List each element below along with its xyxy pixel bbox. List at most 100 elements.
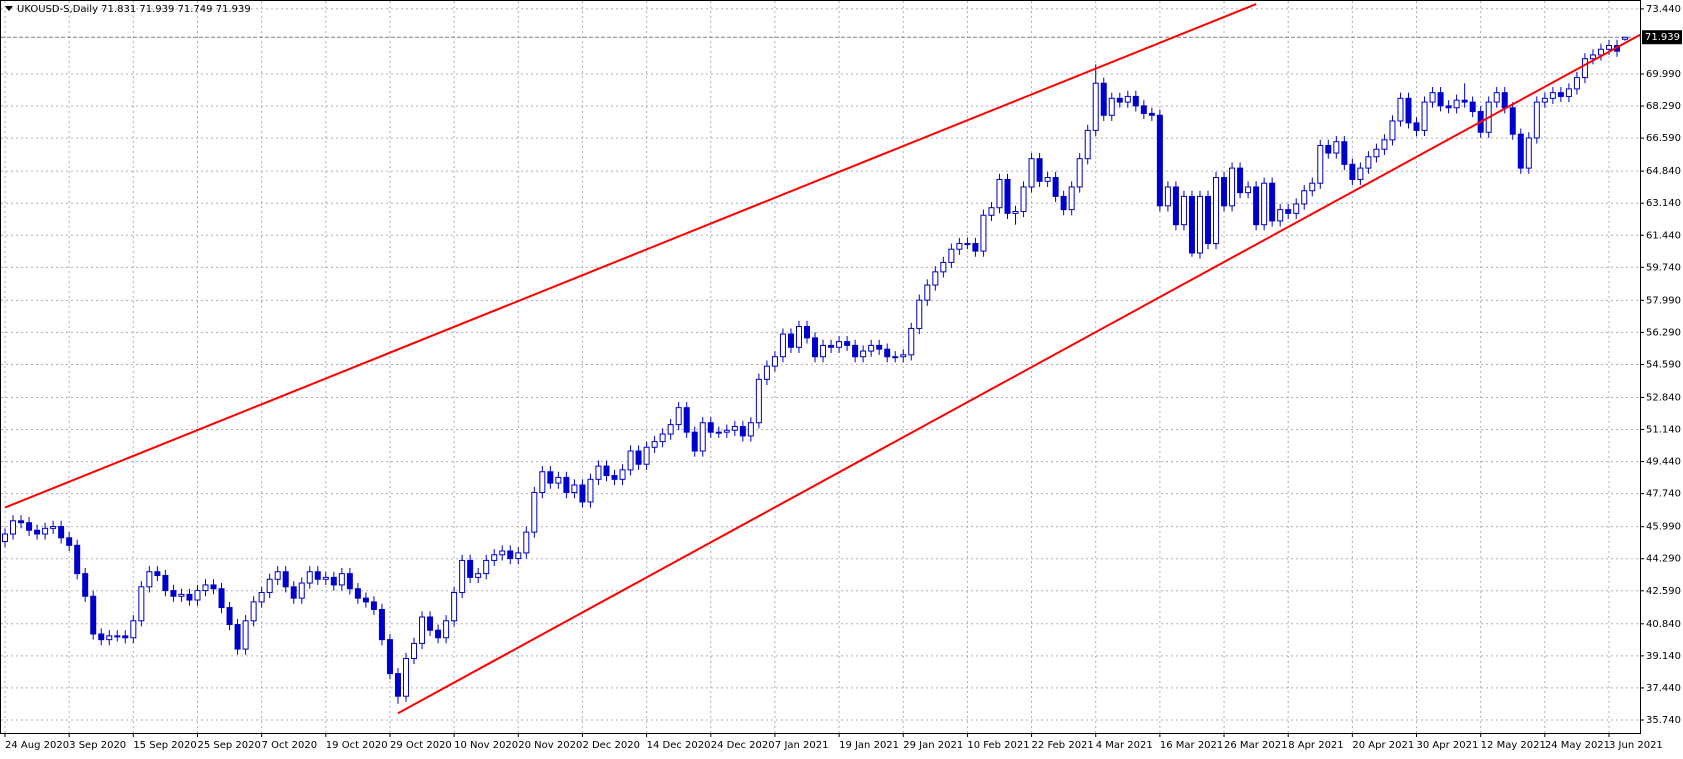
y-tick-label: 57.990 (1646, 295, 1681, 306)
candle-body (1349, 163, 1356, 180)
candle-body (603, 465, 610, 477)
candle-body (306, 571, 313, 584)
candle-body (1124, 95, 1131, 103)
candle-body (699, 422, 706, 452)
candle-body (1589, 54, 1596, 60)
candle-body (1060, 195, 1067, 211)
chart-title: UKOUSD-S,Daily 71.831 71.939 71.749 71.9… (17, 4, 251, 15)
x-tick-label: 19 Jan 2021 (839, 740, 899, 751)
trend-line (4, 3, 1257, 509)
candle-body (210, 584, 217, 590)
candle-body (515, 552, 522, 560)
candle-body (627, 450, 634, 471)
candle-body (1469, 101, 1476, 113)
candle-body (1188, 195, 1195, 254)
candle-body (1084, 129, 1091, 160)
candle-body (1365, 156, 1372, 169)
candle-body (1180, 195, 1187, 226)
y-tick-label: 44.290 (1646, 554, 1681, 565)
candle-body (964, 243, 971, 246)
candle-body (1245, 186, 1252, 194)
candle-body (1100, 82, 1107, 116)
candle-body (1453, 99, 1460, 109)
candle-body (1597, 48, 1604, 56)
candle-body (1108, 97, 1115, 116)
y-tick-label: 56.290 (1646, 327, 1681, 338)
candle-body (1493, 92, 1500, 103)
candle-body (828, 344, 835, 348)
candle-body (226, 607, 233, 626)
axis-cover (1641, 0, 1683, 733)
candle-body (1116, 97, 1123, 103)
candle-body (42, 527, 49, 535)
candle-body (787, 333, 794, 348)
candle-body (266, 578, 273, 593)
candle-body (836, 341, 843, 348)
candle-body (1501, 92, 1508, 109)
candle-body (258, 591, 265, 603)
candle-body (467, 559, 474, 578)
candle-body (98, 633, 105, 641)
candle-body (908, 327, 915, 356)
candle-body (170, 590, 177, 597)
candle-body (563, 476, 570, 494)
candle-body (122, 635, 129, 639)
candle-body (1413, 122, 1420, 131)
candle-body (892, 356, 899, 359)
candle-body (1052, 177, 1059, 197)
candle-body (1622, 36, 1629, 40)
y-tick-label: 47.740 (1646, 489, 1681, 500)
menu-icon[interactable] (5, 6, 13, 11)
candle-body (1381, 139, 1388, 150)
x-tick-label: 12 May 2021 (1481, 740, 1546, 751)
candle-body (691, 431, 698, 452)
candle-body (1285, 209, 1292, 214)
candle-body (1581, 58, 1588, 79)
candle-body (298, 582, 305, 599)
candle-body (539, 471, 546, 494)
candle-body (812, 337, 819, 358)
x-tick-label: 8 Apr 2021 (1288, 740, 1343, 751)
candle-body (507, 550, 514, 560)
candle-body (948, 248, 955, 263)
candle-body (427, 616, 434, 631)
candle-body (804, 326, 810, 339)
candle-body (988, 207, 995, 216)
candle-body (635, 450, 642, 465)
candle-body (860, 350, 867, 358)
candle-body (1533, 101, 1540, 139)
candle-body (755, 378, 762, 424)
candle-body (370, 601, 377, 610)
candle-body (322, 576, 329, 580)
candle-body (451, 591, 458, 622)
candle-body (314, 571, 321, 580)
y-tick-label: 51.140 (1646, 425, 1681, 436)
candle-body (386, 639, 393, 675)
y-tick-label: 54.590 (1646, 359, 1681, 370)
candle-body (242, 620, 249, 650)
candle-body (555, 476, 562, 484)
candle-body (683, 407, 690, 433)
candle-body (1205, 195, 1211, 245)
candle-body (1293, 203, 1300, 214)
candle-body (1213, 177, 1220, 245)
y-tick-label: 40.840 (1646, 619, 1681, 630)
candle-body (1606, 45, 1612, 50)
candle-body (996, 178, 1003, 209)
candle-body (1389, 120, 1396, 141)
y-tick-label: 39.140 (1646, 651, 1681, 662)
candle-body (1309, 182, 1316, 192)
candle-body (1172, 186, 1179, 226)
x-tick-label: 20 Apr 2021 (1352, 740, 1414, 751)
x-tick-label: 15 Sep 2020 (133, 740, 196, 751)
candle-body (876, 344, 883, 350)
candle-body (715, 431, 722, 434)
candle-body (1221, 177, 1228, 207)
y-tick-label: 52.840 (1646, 392, 1681, 403)
candle-body (419, 616, 426, 644)
x-tick-label: 29 Jan 2021 (903, 740, 963, 751)
candle-body (547, 471, 554, 484)
candle-body (2, 533, 8, 543)
